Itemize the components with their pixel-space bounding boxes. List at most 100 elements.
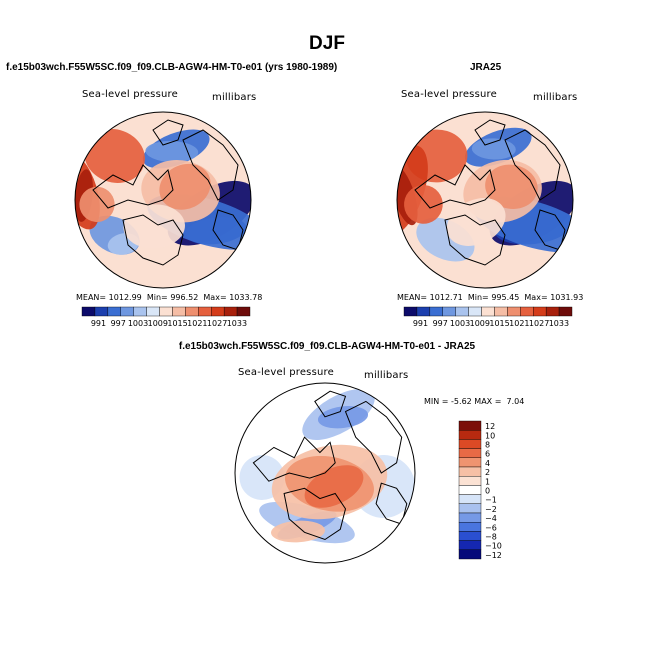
colorbar-1-tick-label: 997 (111, 319, 126, 328)
polar-map-2 (396, 111, 574, 289)
colorbar-1-swatch (159, 306, 173, 317)
colorbar-2-tick-label: 1033 (549, 319, 569, 328)
colorbar-3-swatch (458, 448, 482, 459)
colorbar-3-tick-label: 4 (485, 459, 490, 468)
panel-2-min: 995.45 (491, 293, 520, 302)
panel-1-max-label: Max= (203, 293, 227, 302)
panel-3-min-label: MIN = (424, 397, 449, 406)
panel-2-max-label: Max= (524, 293, 548, 302)
colorbar-2-tick-label: 991 (413, 319, 428, 328)
panel-2-min-label: Min= (467, 293, 489, 302)
panel-1-max: 1033.78 (229, 293, 263, 302)
coastline (252, 436, 336, 482)
map-1-contour-region (79, 186, 115, 222)
colorbar-1-swatch (120, 306, 134, 317)
coastline (152, 119, 184, 146)
coastline (92, 164, 174, 209)
colorbar-3-tick-label: −8 (485, 532, 497, 541)
panel-2-mean: 1012.71 (429, 293, 463, 302)
colorbar-2-tick-label: 1015 (489, 319, 509, 328)
coastline (283, 487, 347, 541)
panel-3-max-label: MAX = (474, 397, 502, 406)
colorbar-1-swatch (107, 306, 121, 317)
colorbar-2-swatch (468, 306, 482, 317)
figure-title: DJF (309, 33, 345, 54)
panel-2-max: 1031.93 (550, 293, 584, 302)
panel-3-stats: MIN = -5.62 MAX = 7.04 (424, 397, 524, 406)
colorbar-2-swatch (455, 306, 469, 317)
colorbar-3-swatch (458, 466, 482, 477)
colorbar-1-swatch (146, 306, 160, 317)
colorbar-3-swatch (458, 522, 482, 532)
map-2-contour-region (471, 138, 516, 160)
colorbar-1-tick-label: 1009 (148, 319, 168, 328)
colorbar-1-swatch (236, 306, 251, 317)
panel-3-max: 7.04 (506, 397, 525, 406)
panel-3-min: -5.62 (451, 397, 472, 406)
colorbar-2-swatch (403, 306, 418, 317)
coastline (182, 129, 239, 201)
colorbar-1-tick-label: 1027 (207, 319, 227, 328)
colorbar-3-swatch (458, 457, 482, 468)
polar-map-1 (74, 111, 252, 289)
colorbar-2-swatch (558, 306, 573, 317)
panel-2-title: JRA25 (470, 62, 502, 73)
colorbar-1-swatch (172, 306, 186, 317)
colorbar-2-tick-label: 1021 (509, 319, 529, 328)
panel-3-title: f.e15b03wch.F55W5SC.f09_f09.CLB-AGW4-HM-… (178, 341, 476, 352)
colorbar-2-swatch (520, 306, 534, 317)
map-3-contour-region (271, 520, 325, 543)
colorbar-3-tick-label: −1 (485, 496, 497, 505)
colorbar-3-swatch (458, 430, 482, 440)
colorbar-1-tick-label: 1015 (167, 319, 187, 328)
panel-1-left-label: Sea-level pressure (82, 89, 178, 100)
polar-map-3 (234, 382, 416, 564)
colorbar-3-tick-label: −6 (485, 523, 497, 532)
map-1-border (74, 111, 252, 289)
colorbar-2-swatch (533, 306, 547, 317)
panel-1-title: f.e15b03wch.F55W5SC.f09_f09.CLB-AGW4-HM-… (6, 62, 338, 73)
colorbar-1-swatch (198, 306, 212, 317)
colorbar-1-tick-label: 1003 (128, 319, 148, 328)
colorbar-3-tick-label: −10 (485, 542, 502, 551)
colorbar-1-swatch (133, 306, 147, 317)
colorbar-2-tick-label: 997 (433, 319, 448, 328)
map-1-contour-region (123, 204, 185, 249)
panel-3-right-label: millibars (364, 370, 409, 381)
panel-1-stats: MEAN= 1012.99 Min= 996.52 Max= 1033.78 (76, 293, 262, 302)
colorbar-3-tick-label: −2 (485, 505, 497, 514)
colorbar-3-swatch (458, 503, 482, 514)
colorbar-3-tick-label: 12 (485, 422, 495, 431)
map-2-contour-region (404, 185, 443, 224)
colorbar-2-swatch (494, 306, 508, 317)
panel-2-mean-label: MEAN= (397, 293, 428, 302)
panel-2-left-label: Sea-level pressure (401, 89, 497, 100)
panel-1-min: 996.52 (170, 293, 199, 302)
map-2-border (396, 111, 574, 289)
colorbar-2-swatch (507, 306, 521, 317)
colorbar-3-swatch (458, 485, 482, 495)
coastline (344, 400, 403, 474)
coastline (122, 214, 184, 266)
colorbar-3-swatch (458, 549, 482, 560)
map-1-contour-region (84, 129, 145, 183)
panel-1-mean-label: MEAN= (76, 293, 107, 302)
map-3-contour-region (317, 406, 369, 429)
colorbar-2-swatch (545, 306, 560, 317)
colorbar-1-swatch (81, 306, 96, 317)
colorbar-2-swatch (429, 306, 443, 317)
colorbar-3-tick-label: −4 (485, 514, 497, 523)
colorbar-1-swatch (223, 306, 238, 317)
colorbar-2-swatch (442, 306, 456, 317)
colorbar-3-tick-label: 1 (485, 477, 490, 486)
coastline (414, 164, 496, 209)
colorbar-3-swatch (458, 494, 482, 505)
coastline (314, 390, 347, 418)
colorbar-2-swatch (481, 306, 495, 317)
colorbar-3-swatch (458, 476, 482, 486)
colorbar-3-tick-label: 10 (485, 431, 495, 440)
colorbar-3-swatch (458, 512, 482, 523)
colorbar-1-swatch (185, 306, 199, 317)
